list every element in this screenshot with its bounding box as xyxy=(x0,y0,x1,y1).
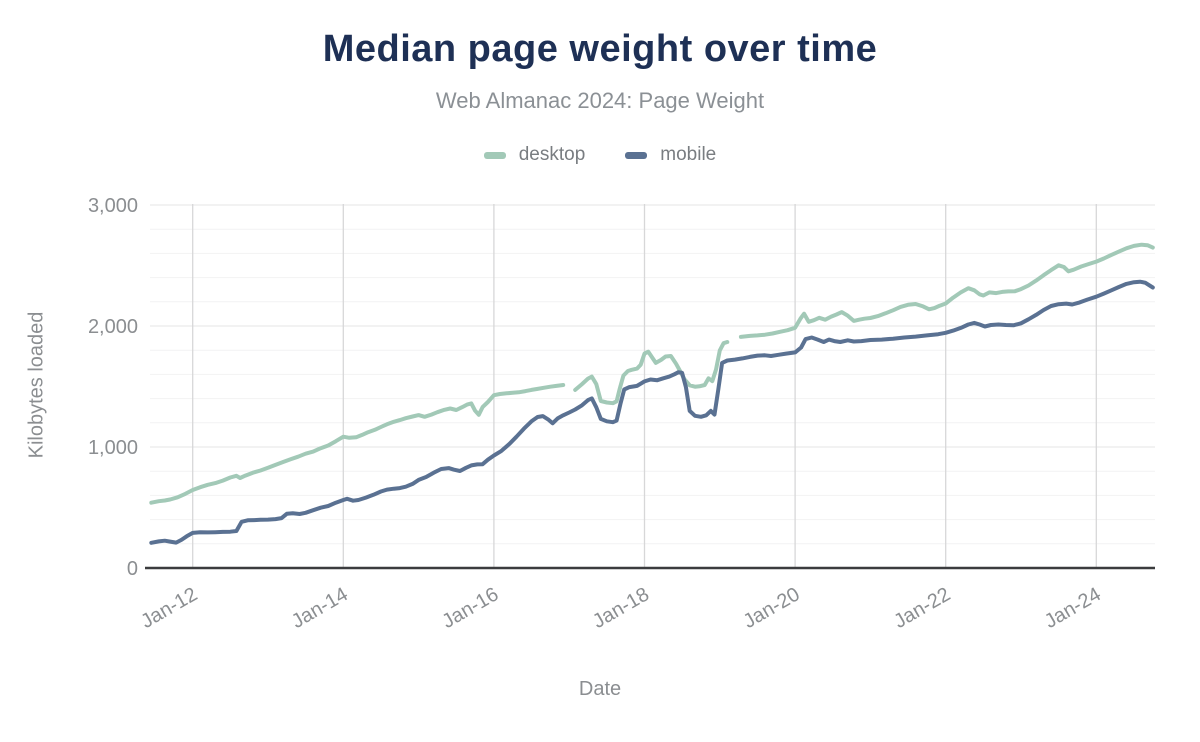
chart-legend: desktop mobile xyxy=(0,144,1200,166)
chart-subtitle: Web Almanac 2024: Page Weight xyxy=(435,88,765,113)
x-axis-tick-label: Jan-22 xyxy=(890,583,954,633)
legend-item-mobile[interactable]: mobile xyxy=(625,144,716,166)
x-axis-tick-label: Jan-20 xyxy=(740,583,804,633)
chart-title: Median page weight over time xyxy=(322,28,878,70)
x-axis-tick-label: Jan-18 xyxy=(589,583,653,633)
y-axis-tick-label: 0 xyxy=(127,558,138,580)
y-axis-tick-label: 2,000 xyxy=(88,316,138,338)
x-axis-tick-label: Jan-16 xyxy=(438,583,502,633)
x-axis-tick-label: Jan-14 xyxy=(288,583,352,633)
x-axis-title: Date xyxy=(578,678,622,700)
x-axis-tick-label: Jan-24 xyxy=(1041,583,1105,633)
legend-item-desktop[interactable]: desktop xyxy=(483,144,586,166)
desktop-series-line xyxy=(573,340,730,406)
mobile-legend-swatch-icon xyxy=(625,151,648,159)
desktop-series-line xyxy=(738,242,1155,339)
desktop-legend-swatch-icon xyxy=(483,151,506,159)
mobile-series-line xyxy=(149,279,1155,545)
x-axis-tick-label: Jan-12 xyxy=(137,583,201,633)
y-axis-tick-label: 3,000 xyxy=(88,195,138,217)
legend-label: mobile xyxy=(660,144,717,165)
y-axis-tick-label: 1,000 xyxy=(88,437,138,459)
y-axis-title: Kilobytes loaded xyxy=(25,311,48,459)
desktop-series-line xyxy=(149,383,566,505)
legend-label: desktop xyxy=(518,144,586,165)
